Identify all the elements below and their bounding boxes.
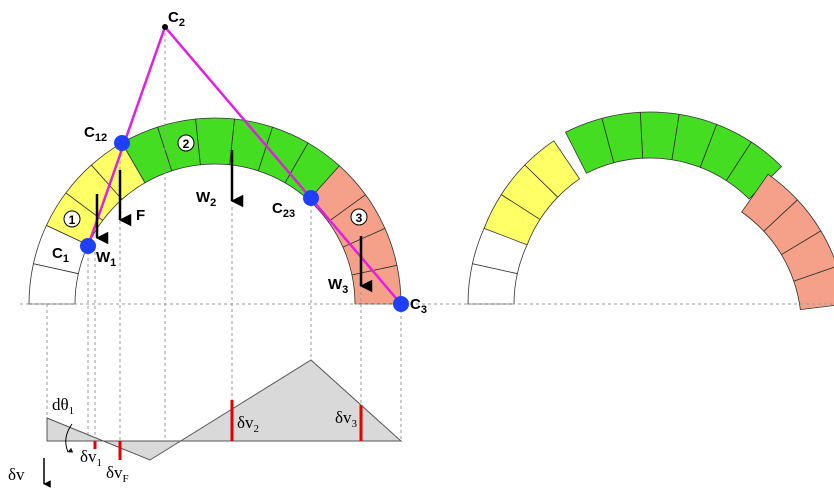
block-marker: [177, 134, 195, 152]
label-text: W: [328, 276, 343, 293]
label: δv3: [335, 408, 358, 430]
label-text: W: [96, 249, 111, 266]
voussoir-group: [741, 173, 834, 311]
label: C1: [52, 245, 69, 265]
label-sub: 1: [63, 253, 69, 265]
label-text: C: [410, 296, 421, 313]
voussoir: [121, 126, 173, 184]
label-sub: 12: [95, 132, 107, 144]
hinge: [303, 190, 319, 206]
label-sub: 2: [254, 423, 260, 435]
voussoir-group: [565, 111, 783, 200]
label: δvF: [106, 463, 129, 485]
voussoir: [565, 117, 615, 174]
label-text: C: [272, 200, 283, 217]
label-text: C: [84, 124, 95, 141]
label-sub: 1: [69, 405, 75, 417]
mechanism-arch: [28, 117, 402, 305]
label-text: W: [196, 189, 211, 206]
block-number: 3: [356, 211, 363, 225]
label-text: δv: [237, 413, 254, 432]
hinge: [393, 296, 409, 312]
projection-lines: [20, 27, 834, 460]
pole: [162, 24, 168, 30]
deformed-arch: [467, 111, 834, 311]
hinge-lines: [80, 24, 409, 312]
voussoir-group: [483, 140, 581, 246]
label-text: dθ: [52, 395, 69, 414]
label: dθ1: [52, 395, 74, 417]
label: C23: [272, 200, 295, 220]
label-text: C: [52, 245, 63, 262]
label-sub: F: [123, 473, 129, 485]
hinge: [114, 135, 130, 151]
voussoir-group: [467, 224, 528, 305]
label: C12: [84, 124, 107, 144]
hinge: [80, 238, 96, 254]
block-marker: [63, 210, 81, 228]
label-text: F: [136, 207, 145, 224]
label: W2: [196, 189, 216, 209]
label-text: C: [168, 9, 179, 26]
label: δv2: [237, 413, 259, 435]
label: C3: [410, 296, 427, 316]
voussoir-group: [121, 117, 341, 201]
voussoir: [639, 111, 680, 161]
label-sub: 2: [210, 197, 216, 209]
label-sub: 3: [352, 418, 358, 430]
label-sub: 3: [342, 284, 348, 296]
voussoir-group: [308, 165, 402, 305]
voussoir-group: [45, 142, 146, 246]
voussoir: [741, 173, 798, 232]
label: W3: [328, 276, 348, 296]
label: W1: [96, 249, 116, 269]
label-sub: 1: [97, 457, 103, 469]
label-sub: 1: [110, 257, 116, 269]
label-sub: 23: [283, 208, 295, 220]
label: δv1: [80, 447, 102, 469]
label-text: δv: [8, 465, 25, 484]
label: δv: [8, 465, 25, 484]
label-sub: 3: [421, 304, 427, 316]
displacement-diagram: [43, 359, 403, 488]
label-text: δv: [335, 408, 352, 427]
label-text: δv: [106, 463, 123, 482]
label: C2: [168, 9, 185, 29]
voussoir: [483, 194, 541, 246]
block-number: 2: [183, 137, 190, 151]
label-text: δv: [80, 447, 97, 466]
label-sub: 2: [179, 17, 185, 29]
label: F: [136, 207, 145, 224]
voussoir: [195, 117, 235, 166]
block-number: 1: [69, 213, 76, 227]
block-marker: [350, 208, 368, 226]
